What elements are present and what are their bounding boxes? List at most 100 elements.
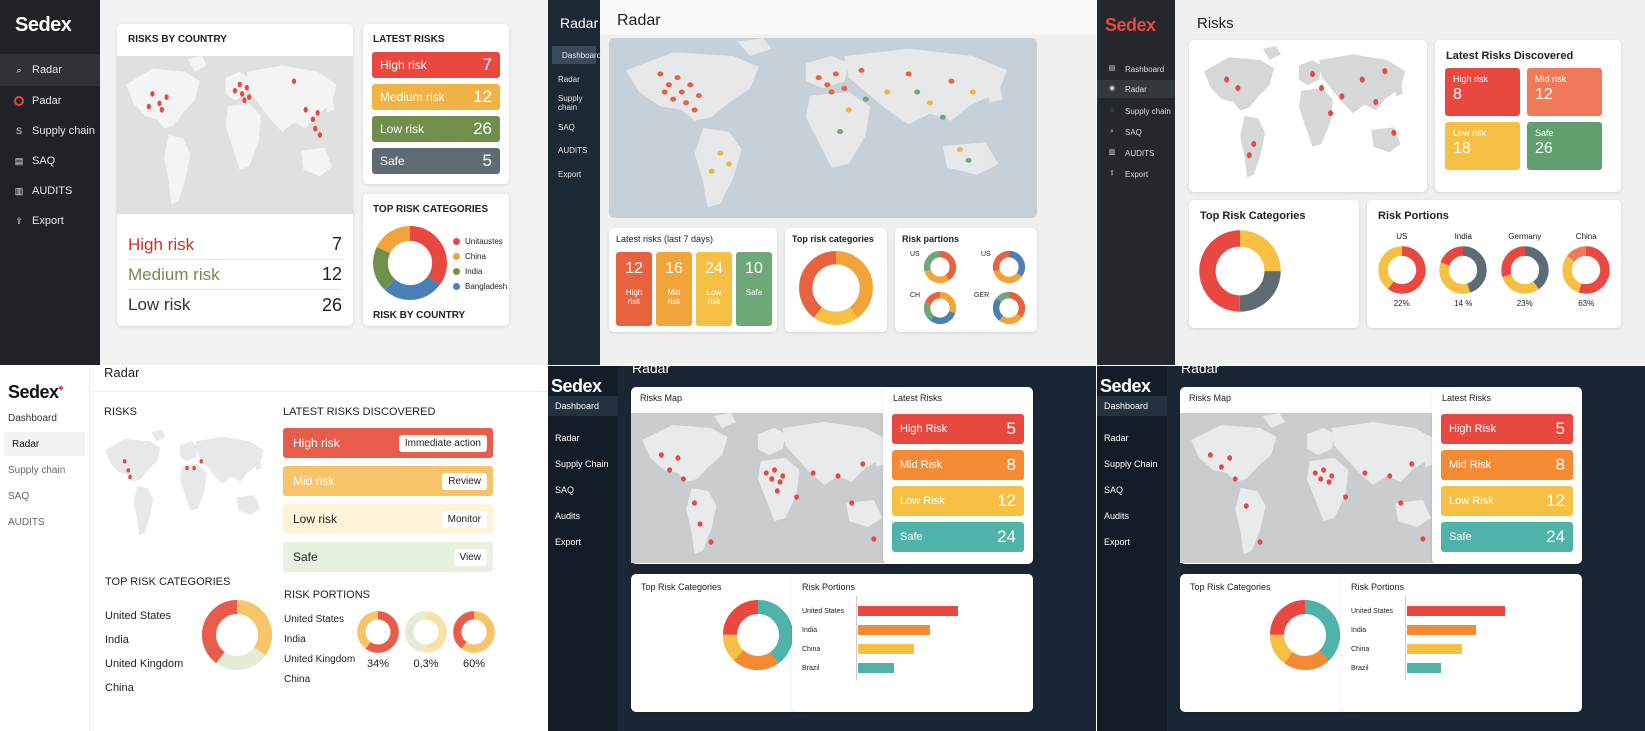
nav-item-audits[interactable]: Audits: [1104, 511, 1130, 521]
world-map[interactable]: [631, 413, 907, 563]
latest-risk-high[interactable]: High Risk 5: [892, 414, 1024, 444]
radar-icon: ◉: [1108, 85, 1116, 92]
latest-risk-high[interactable]: High risk Immediate action: [283, 428, 493, 458]
clipboard-icon: ▥: [14, 186, 24, 196]
nav-item-audits[interactable]: ▥ AUDITS: [14, 185, 73, 197]
nav-item-export[interactable]: Export: [555, 537, 582, 547]
bar-united-states[interactable]: [858, 606, 958, 616]
nav-item-dashboard[interactable]: Dashboard: [1097, 396, 1167, 416]
bar-china[interactable]: [858, 644, 914, 654]
nav-item-supply-chain[interactable]: Supply chain: [558, 94, 583, 112]
nav-item-audits[interactable]: AUDITS: [558, 145, 588, 155]
card-title: Latest Risks Discovered: [1446, 50, 1574, 62]
nav-item-radar[interactable]: ◉ Radar: [1097, 80, 1175, 98]
nav-item-saq[interactable]: SAQ: [1104, 485, 1124, 495]
nav-item-saq[interactable]: SAQ: [555, 485, 575, 495]
latest-risk-high[interactable]: 12 High risk: [616, 252, 652, 326]
latest-risk-safe[interactable]: Safe 24: [1441, 522, 1573, 552]
latest-risk-high[interactable]: High risk 8: [1445, 68, 1520, 116]
latest-risk-safe[interactable]: Safe 26: [1527, 122, 1602, 170]
nav-item-audits[interactable]: AUDITS: [8, 516, 45, 528]
nav-item-saq[interactable]: ▤ SAQ: [14, 155, 56, 167]
bar-china[interactable]: [1407, 644, 1462, 654]
latest-risk-low[interactable]: 24 Low risk: [696, 252, 732, 326]
nav-item-supply-chain[interactable]: S Supply chain: [15, 125, 95, 137]
nav-item-saq[interactable]: SAQ: [558, 122, 575, 132]
sidebar: Sedex Dashboard Radar Supply Chain SAQ A…: [548, 366, 618, 731]
action-button[interactable]: Monitor: [441, 511, 487, 528]
nav-item-radar[interactable]: Radar: [1104, 433, 1129, 443]
nav-item-radar[interactable]: Radar: [555, 433, 580, 443]
search-icon: ⌕: [1110, 128, 1114, 135]
latest-risk-low[interactable]: Low risk 26: [372, 116, 500, 142]
latest-risk-low[interactable]: Low Risk 12: [892, 486, 1024, 516]
top-risk-categories-card: Top Risk Categories: [631, 574, 809, 712]
latest-risk-safe[interactable]: 10 Safe: [736, 252, 772, 326]
nav-item-saq[interactable]: ⌕ SAQ: [1097, 123, 1175, 141]
latest-risk-high[interactable]: High risk 7: [372, 52, 500, 78]
action-button[interactable]: Review: [442, 473, 487, 490]
latest-risk-safe[interactable]: Safe View: [283, 542, 493, 572]
portion-item: 34%: [356, 610, 400, 670]
world-map[interactable]: [1195, 46, 1421, 186]
section-title: RISKS: [104, 406, 138, 418]
bar-india[interactable]: [858, 625, 930, 635]
nav-item-supply-chain[interactable]: Supply chain: [8, 464, 66, 476]
latest-risk-low[interactable]: Low Risk 12: [1441, 486, 1573, 516]
sidebar: Sedex Dashboard Radar Supply Chain SAQ A…: [1097, 366, 1167, 731]
nav-item-export[interactable]: ⇪ Export: [15, 215, 64, 227]
page-title: Radar: [1181, 366, 1220, 376]
portion-label: US: [981, 251, 991, 258]
bar-brazil[interactable]: [1407, 663, 1442, 673]
action-button[interactable]: View: [453, 549, 487, 566]
nav-item-export[interactable]: ⇪ Export: [1097, 165, 1175, 183]
action-button[interactable]: Immediate action: [398, 435, 487, 452]
portion-donut: [992, 250, 1026, 284]
nav-item-rashboard[interactable]: ▤ Rashboard: [1108, 64, 1165, 74]
bar-brazil[interactable]: [858, 663, 894, 673]
nav-item-export[interactable]: Export: [1104, 537, 1131, 547]
latest-risk-low[interactable]: Low risk 18: [1445, 122, 1520, 170]
nav-item-saq[interactable]: SAQ: [8, 490, 30, 502]
latest-risk-mid[interactable]: Mid risk Review: [283, 466, 493, 496]
nav-item-padar[interactable]: Padar: [0, 86, 100, 116]
sidebar: Radar Dashboard Radar Supply chain SAQ A…: [548, 0, 601, 365]
clipboard-icon: ▥: [1108, 149, 1116, 156]
world-map[interactable]: [117, 56, 353, 214]
portion-donut: [923, 250, 957, 284]
nav-item-dashboard[interactable]: Dashboard: [552, 46, 601, 64]
latest-risk-mid[interactable]: Mid Risk 8: [1441, 450, 1573, 480]
nav-item-radar[interactable]: ⌕ Radar: [0, 54, 100, 86]
nav-item-dashboard[interactable]: Dashboard: [8, 412, 57, 424]
latest-risk-mid[interactable]: Mid risk 12: [1527, 68, 1602, 116]
nav-item-audits[interactable]: Audits: [555, 511, 581, 521]
nav-item-dashboard[interactable]: Dashboard: [548, 396, 618, 416]
world-map[interactable]: [609, 38, 1037, 218]
nav-item-export[interactable]: Export: [558, 169, 582, 179]
world-map[interactable]: [1180, 413, 1456, 563]
risk-markers: [1207, 452, 1426, 545]
nav-item-supply-chain[interactable]: ◌ Supply chain: [1097, 102, 1175, 120]
top-risk-categories-card: Top Risk Categories: [1189, 200, 1359, 328]
nav-item-radar[interactable]: Radar: [558, 74, 580, 84]
nav-item-audits[interactable]: ▥ AUDITS: [1108, 148, 1155, 158]
latest-risk-high[interactable]: High Risk 5: [1441, 414, 1573, 444]
nav-item-supply-chain[interactable]: Supply Chain: [555, 459, 609, 469]
card-title: Top Risk Categories: [641, 582, 722, 592]
latest-risk-medium[interactable]: Medium risk 12: [372, 84, 500, 110]
nav-item-radar[interactable]: Radar: [4, 432, 85, 456]
latest-risk-mid[interactable]: Mid Risk 8: [892, 450, 1024, 480]
category-list: United States India United Kingdom China: [105, 604, 183, 700]
dashboard-variant-5: Sedex Dashboard Radar Supply Chain SAQ A…: [548, 366, 1096, 731]
category-donut: [722, 599, 794, 671]
latest-risks-card: Latest Risks High Risk 5 Mid Risk 8 Low Ri…: [883, 387, 1033, 564]
bar-india[interactable]: [1407, 625, 1476, 635]
card-footer-title: RISK BY COUNTRY: [373, 310, 466, 321]
nav-item-supply-chain[interactable]: Supply Chain: [1104, 459, 1158, 469]
latest-risk-safe[interactable]: Safe 24: [892, 522, 1024, 552]
latest-risk-safe[interactable]: Safe 5: [372, 148, 500, 174]
bar-united-states[interactable]: [1407, 606, 1505, 616]
latest-risk-mid[interactable]: 16 Mid risk: [656, 252, 692, 326]
world-map[interactable]: [98, 430, 276, 542]
latest-risk-low[interactable]: Low risk Monitor: [283, 504, 493, 534]
